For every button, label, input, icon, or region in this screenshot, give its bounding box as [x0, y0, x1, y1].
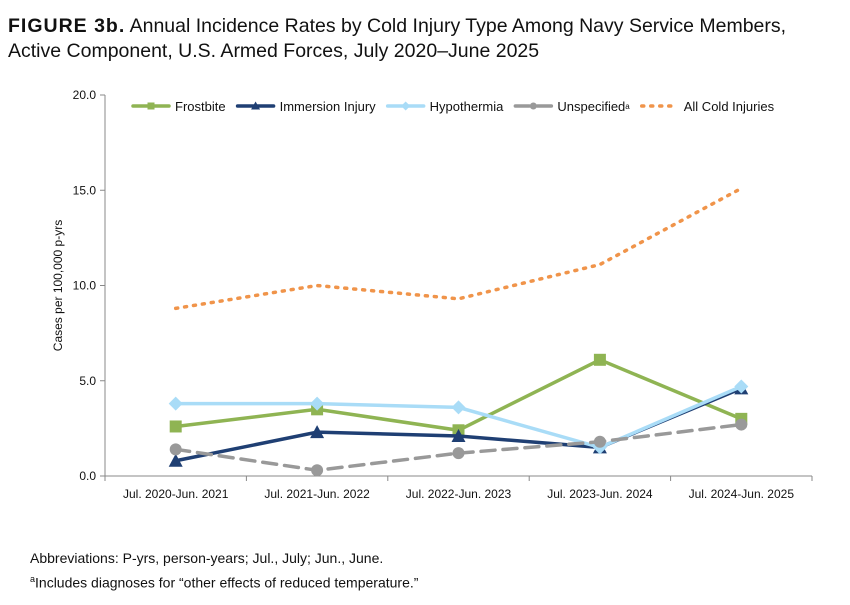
- x-tick-label: Jul. 2023-Jun. 2024: [547, 487, 653, 501]
- line-chart: 0.0 5.0 10.0 15.0 20.0 Jul. 2020-Jun. 2021 Jul…: [51, 88, 813, 501]
- y-tick-label: 20.0: [73, 88, 97, 102]
- footnote-marker: a: [30, 574, 36, 584]
- y-tick-label: 10.0: [73, 279, 97, 293]
- figure-title: FIGURE 3b. Annual Incidence Rates by Col…: [8, 14, 838, 64]
- y-axis-label: Cases per 100,000 p-yrs: [51, 220, 65, 351]
- data-point-unspecified: [452, 447, 465, 460]
- footnote-a-text: Includes diagnoses for “other effects of…: [35, 574, 419, 591]
- figure-label: FIGURE 3b.: [8, 15, 126, 37]
- legend-marker-frostbite: [147, 102, 155, 110]
- legend-label-hypothermia: Hypothermia: [430, 99, 504, 114]
- data-point-unspecified: [311, 464, 324, 477]
- footnote-a: aIncludes diagnoses for “other effects o…: [30, 569, 418, 594]
- legend-marker-unspecified: [529, 102, 537, 110]
- data-point-hypothermia: [168, 396, 183, 411]
- series-line-frostbite: [173, 357, 744, 433]
- abbreviations-note: Abbreviations: P-yrs, person-years; Jul.…: [30, 550, 384, 566]
- x-tick-label: Jul. 2020-Jun. 2021: [123, 487, 229, 501]
- legend-label-all-cold-injuries: All Cold Injuries: [684, 99, 775, 114]
- series-line-all-cold-injuries: [173, 186, 744, 311]
- data-point-frostbite: [169, 420, 182, 433]
- x-tick-label: Jul. 2022-Jun. 2023: [406, 487, 512, 501]
- data-point-hypothermia: [734, 379, 749, 394]
- y-tick-label: 15.0: [73, 183, 97, 197]
- data-point-unspecified: [593, 435, 606, 448]
- data-point-immersion-injury: [451, 428, 466, 442]
- data-point-hypothermia: [310, 396, 325, 411]
- legend-marker-immersion-injury: [251, 101, 261, 110]
- data-point-hypothermia: [451, 400, 466, 415]
- legend-label-frostbite: Frostbite: [175, 99, 226, 114]
- legend-label-immersion-injury: Immersion Injury: [280, 99, 377, 114]
- y-tick-label: 0.0: [79, 469, 96, 483]
- data-point-unspecified: [735, 418, 748, 431]
- data-point-immersion-injury: [310, 425, 325, 439]
- title-text: Annual Incidence Rates by Cold Injury Ty…: [8, 15, 787, 62]
- data-point-frostbite: [593, 353, 606, 366]
- legend-marker-hypothermia: [401, 101, 411, 111]
- y-tick-label: 5.0: [79, 374, 96, 388]
- legend-superscript: a: [625, 102, 630, 111]
- legend-label-unspecified: Unspecifieda: [557, 99, 630, 114]
- footnotes: Abbreviations: P-yrs, person-years; Jul.…: [30, 548, 418, 594]
- data-point-unspecified: [169, 443, 182, 456]
- x-tick-label: Jul. 2021-Jun. 2022: [264, 487, 370, 501]
- x-tick-label: Jul. 2024-Jun. 2025: [689, 487, 795, 501]
- data-point-immersion-injury: [168, 453, 183, 467]
